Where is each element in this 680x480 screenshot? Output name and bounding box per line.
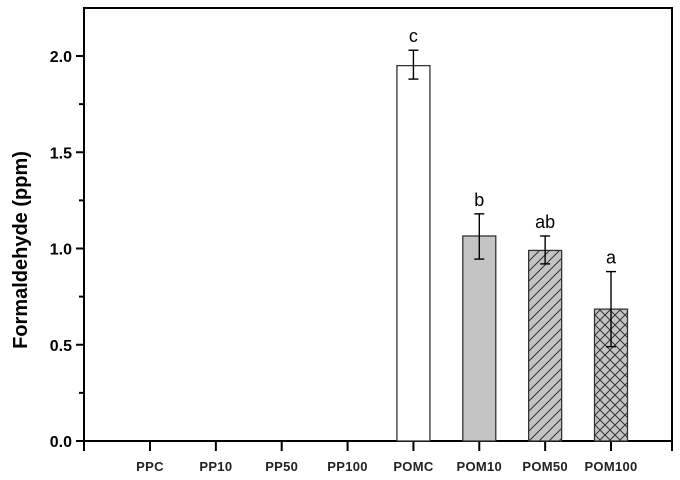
y-tick-label: 1.5	[50, 145, 72, 162]
y-tick-label: 0.5	[50, 338, 72, 355]
plot-frame	[83, 7, 673, 442]
significance-letter-pom50: ab	[535, 212, 555, 232]
y-tick-label: 1.0	[50, 242, 72, 259]
bar-pomc	[396, 64, 431, 442]
plot-border	[83, 7, 673, 442]
x-tick-label-pom10: POM10	[456, 459, 502, 474]
x-tick-label-ppc: PPC	[136, 459, 164, 474]
y-axis-label: Formaldehyde (ppm)	[10, 151, 32, 349]
bar-pom10	[462, 235, 497, 442]
error-bars	[408, 49, 616, 348]
significance-letter-pom100: a	[606, 248, 617, 268]
y-axis: 0.0 0.5 1.0 1.5 2.0	[50, 49, 84, 451]
x-tick-label-pom50: POM50	[522, 459, 568, 474]
x-tick-label-pomc: POMC	[393, 459, 434, 474]
x-axis: PPC PP10 PP50 PP100 POMC POM10 POM50 POM100	[83, 441, 673, 474]
x-tick-label-pp50: PP50	[265, 459, 298, 474]
significance-letter-pomc: c	[409, 26, 418, 46]
x-tick-label-pp100: PP100	[327, 459, 368, 474]
x-tick-label-pp10: PP10	[199, 459, 232, 474]
significance-letters: c b ab a	[409, 26, 617, 267]
x-tick-label-pom100: POM100	[584, 459, 637, 474]
significance-letter-pom10: b	[474, 190, 484, 210]
bars	[396, 64, 629, 442]
y-tick-label: 0.0	[50, 434, 72, 451]
bar-pom50	[527, 249, 563, 442]
y-tick-label: 2.0	[50, 49, 72, 66]
